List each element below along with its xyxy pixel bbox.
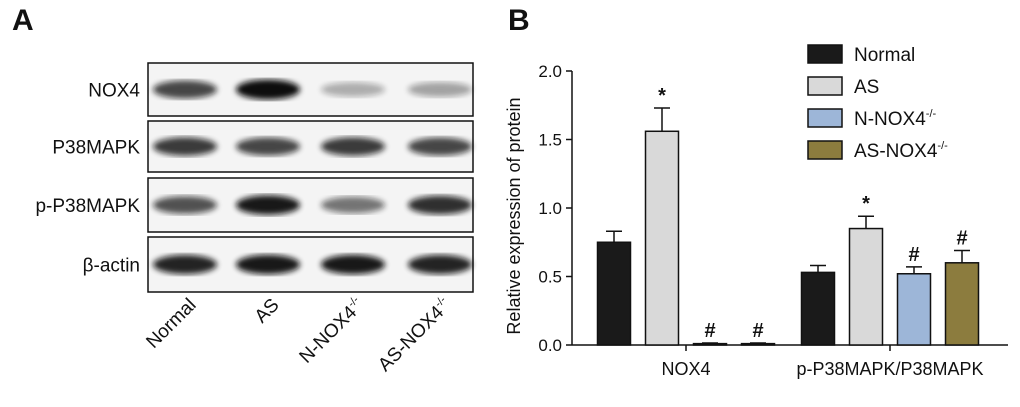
error-bar xyxy=(810,264,826,273)
lane-text: Normal xyxy=(142,295,200,353)
legend-label: Normal xyxy=(854,45,915,66)
panel-label: B xyxy=(508,4,530,37)
annotation: # xyxy=(752,320,763,342)
band xyxy=(408,137,472,156)
band xyxy=(236,195,300,215)
band xyxy=(408,195,472,215)
annotation: # xyxy=(908,244,919,266)
bar-chart: 0.0 0.5 1.0 1.5 2.0 Relative expression of pr… xyxy=(504,44,1008,379)
error-bar xyxy=(702,342,718,344)
lane-text: N-NOX4 xyxy=(296,302,362,368)
band xyxy=(321,254,385,275)
legend-label: AS-NOX4-/- xyxy=(854,140,948,162)
bar xyxy=(644,130,680,346)
row-label: β-actin xyxy=(83,256,140,277)
band xyxy=(408,254,472,275)
legend-text: Normal xyxy=(854,45,915,66)
band xyxy=(153,254,217,275)
y-axis-label: Relative expression of protein xyxy=(504,97,524,334)
band xyxy=(321,196,385,214)
lane-label: Normal xyxy=(142,295,200,353)
band xyxy=(321,82,385,97)
bar xyxy=(848,227,884,346)
band xyxy=(153,80,217,99)
bar xyxy=(740,342,776,346)
legend-swatch xyxy=(807,140,843,160)
lane-label: AS-NOX4-/- xyxy=(374,294,456,376)
lane-text: AS xyxy=(251,295,284,328)
superscript: -/- xyxy=(937,140,948,152)
y-tick-label: 0.5 xyxy=(538,268,562,287)
legend-swatch xyxy=(807,44,843,64)
lane-text: AS-NOX4 xyxy=(374,302,448,376)
y-tick-label: 0.0 xyxy=(538,336,562,355)
error-bar xyxy=(906,266,922,274)
band xyxy=(236,137,300,156)
lane-label: N-NOX4-/- xyxy=(295,294,369,368)
annotation: # xyxy=(956,227,967,249)
legend-text: N-NOX4 xyxy=(854,109,926,130)
bar xyxy=(944,262,980,346)
band xyxy=(321,137,385,156)
legend-swatch xyxy=(807,108,843,128)
row-label: NOX4 xyxy=(88,81,140,102)
bar xyxy=(896,273,932,346)
annotation: * xyxy=(658,85,666,107)
annotation: * xyxy=(862,193,870,215)
band xyxy=(153,196,217,214)
error-bar xyxy=(654,107,670,132)
band xyxy=(236,79,300,100)
x-tick-label: NOX4 xyxy=(661,359,710,379)
superscript: -/- xyxy=(926,108,937,120)
row-label: p-P38MAPK xyxy=(35,196,140,217)
y-tick-label: 1.0 xyxy=(538,199,562,218)
x-tick-label: p-P38MAPK/P38MAPK xyxy=(796,359,983,379)
error-bar xyxy=(606,230,622,243)
bar xyxy=(800,271,836,346)
panel-label: A xyxy=(12,4,34,37)
band xyxy=(153,137,217,156)
error-bar xyxy=(750,342,766,344)
band xyxy=(408,82,472,97)
bar xyxy=(692,342,728,346)
legend-text: AS-NOX4 xyxy=(854,141,938,162)
y-tick-label: 2.0 xyxy=(538,62,562,81)
legend-swatch xyxy=(807,76,843,96)
legend-text: AS xyxy=(854,77,879,98)
row-label: P38MAPK xyxy=(52,138,140,159)
lane-label: AS xyxy=(251,295,284,328)
annotation: # xyxy=(704,320,715,342)
bar xyxy=(596,241,632,346)
legend-label: N-NOX4-/- xyxy=(854,108,937,130)
error-bar xyxy=(858,215,874,229)
y-tick-label: 1.5 xyxy=(538,131,562,150)
band xyxy=(236,254,300,275)
error-bar xyxy=(954,249,970,263)
legend-label: AS xyxy=(854,77,879,98)
